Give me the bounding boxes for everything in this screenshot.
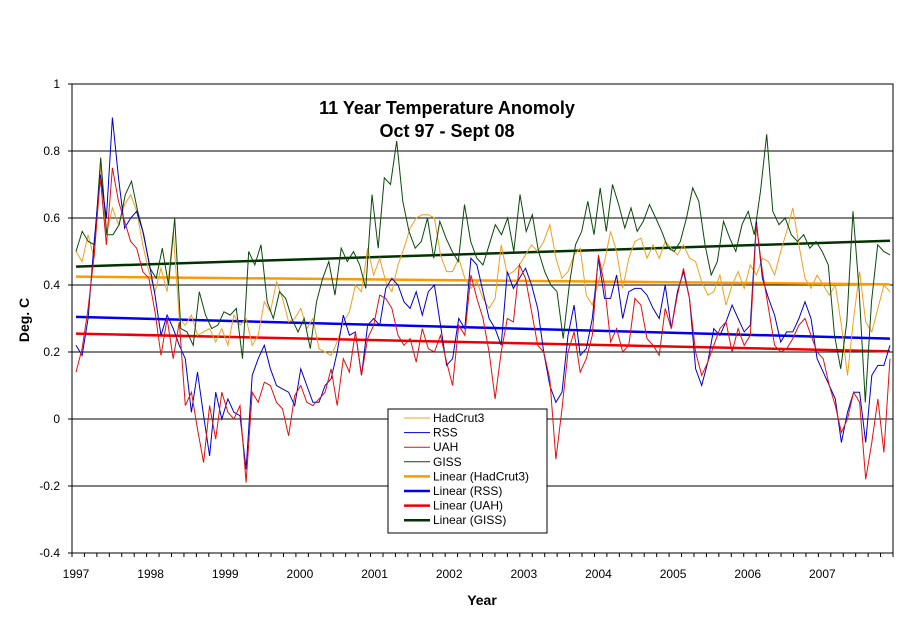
y-tick-label: 0.6 [43,211,60,225]
legend-label: Linear (RSS) [433,484,502,498]
x-tick-label: 2007 [809,567,836,581]
trendline-hadcrut3 [75,275,891,286]
x-axis-tick-labels: 1997 1998 1999 2000 2001 2002 2003 2004 2005 2006… [63,567,836,581]
x-tick-label: 2001 [361,567,388,581]
chart-title: 11 Year Temperature Anomoly [319,98,575,118]
x-axis-ticks [71,553,894,557]
series-line-hadcrut3 [75,164,891,376]
x-tick-label: 2006 [734,567,761,581]
x-tick-label: 1997 [63,567,90,581]
x-tick-label: 2000 [287,567,314,581]
x-tick-label: 2005 [660,567,687,581]
y-tick-label: 0.4 [43,278,60,292]
x-tick-label: 2003 [510,567,537,581]
legend-label: GISS [433,455,462,469]
series-line-giss [75,134,891,403]
series-line-uah [75,167,891,483]
y-tick-label: 0.8 [43,144,60,158]
trendline-giss [75,239,891,268]
trend-lines [75,239,891,353]
y-tick-label: 0 [53,412,60,426]
data-series [75,117,891,483]
trendline-uah [75,332,891,353]
legend-label: RSS [433,426,458,440]
y-axis-title: Deg. C [16,298,32,342]
legend-label: Linear (HadCrut3) [433,469,529,483]
chart-subtitle: Oct 97 - Sept 08 [379,121,514,141]
x-tick-label: 1999 [212,567,239,581]
x-tick-label: 2002 [436,567,463,581]
y-tick-label: -0.2 [39,479,60,493]
x-tick-label: 2004 [585,567,612,581]
x-axis-title: Year [467,592,497,608]
y-tick-label: -0.4 [39,546,60,560]
y-tick-label: 1 [53,77,60,91]
trendline-rss [75,315,891,340]
legend-box [387,408,548,534]
legend-label: Linear (GISS) [433,513,506,527]
y-tick-label: 0.2 [43,345,60,359]
legend-label: HadCrut3 [433,411,485,425]
y-axis-tick-labels: 1 0.8 0.6 0.4 0.2 0 -0.2 -0.4 [39,77,60,560]
legend-label: Linear (UAH) [433,499,503,513]
legend-label: UAH [433,440,458,454]
x-tick-label: 1998 [137,567,164,581]
